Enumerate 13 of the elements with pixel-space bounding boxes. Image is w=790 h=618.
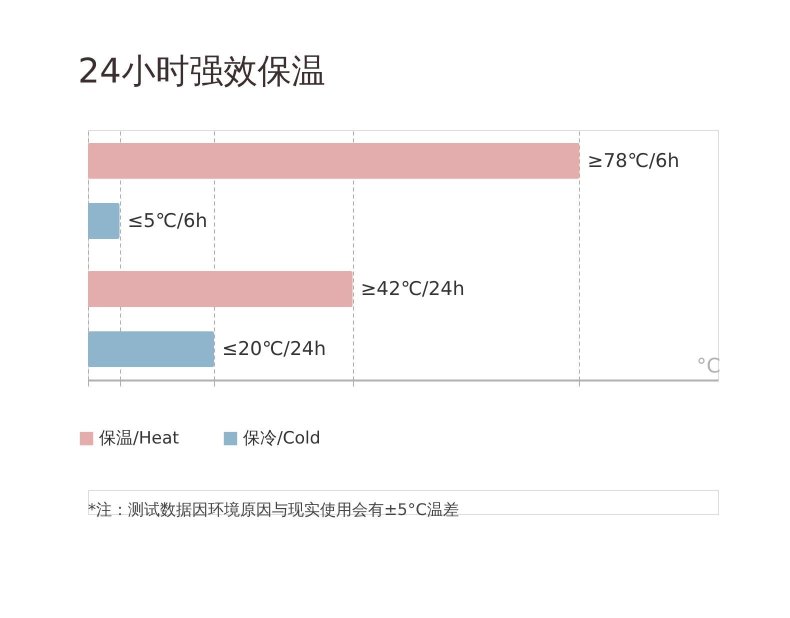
x-axis-title: °C	[696, 354, 720, 378]
bar	[88, 331, 214, 368]
chart-title: 24小时强效保温	[78, 52, 326, 92]
bar	[88, 202, 120, 239]
data-label: ≥78℃/6h	[587, 150, 680, 172]
bar	[88, 142, 580, 179]
text: *注：测试数据因环境原因与现实使用会有±5°C温差	[88, 500, 459, 519]
legend-label: 保温/Heat	[99, 428, 180, 449]
bar	[88, 271, 353, 308]
legend-label: 保冷/Cold	[243, 428, 321, 449]
data-label: ≥42℃/24h	[360, 278, 465, 300]
data-label: ≤20℃/24h	[222, 338, 326, 360]
data-label: ≤5℃/6h	[128, 210, 208, 232]
